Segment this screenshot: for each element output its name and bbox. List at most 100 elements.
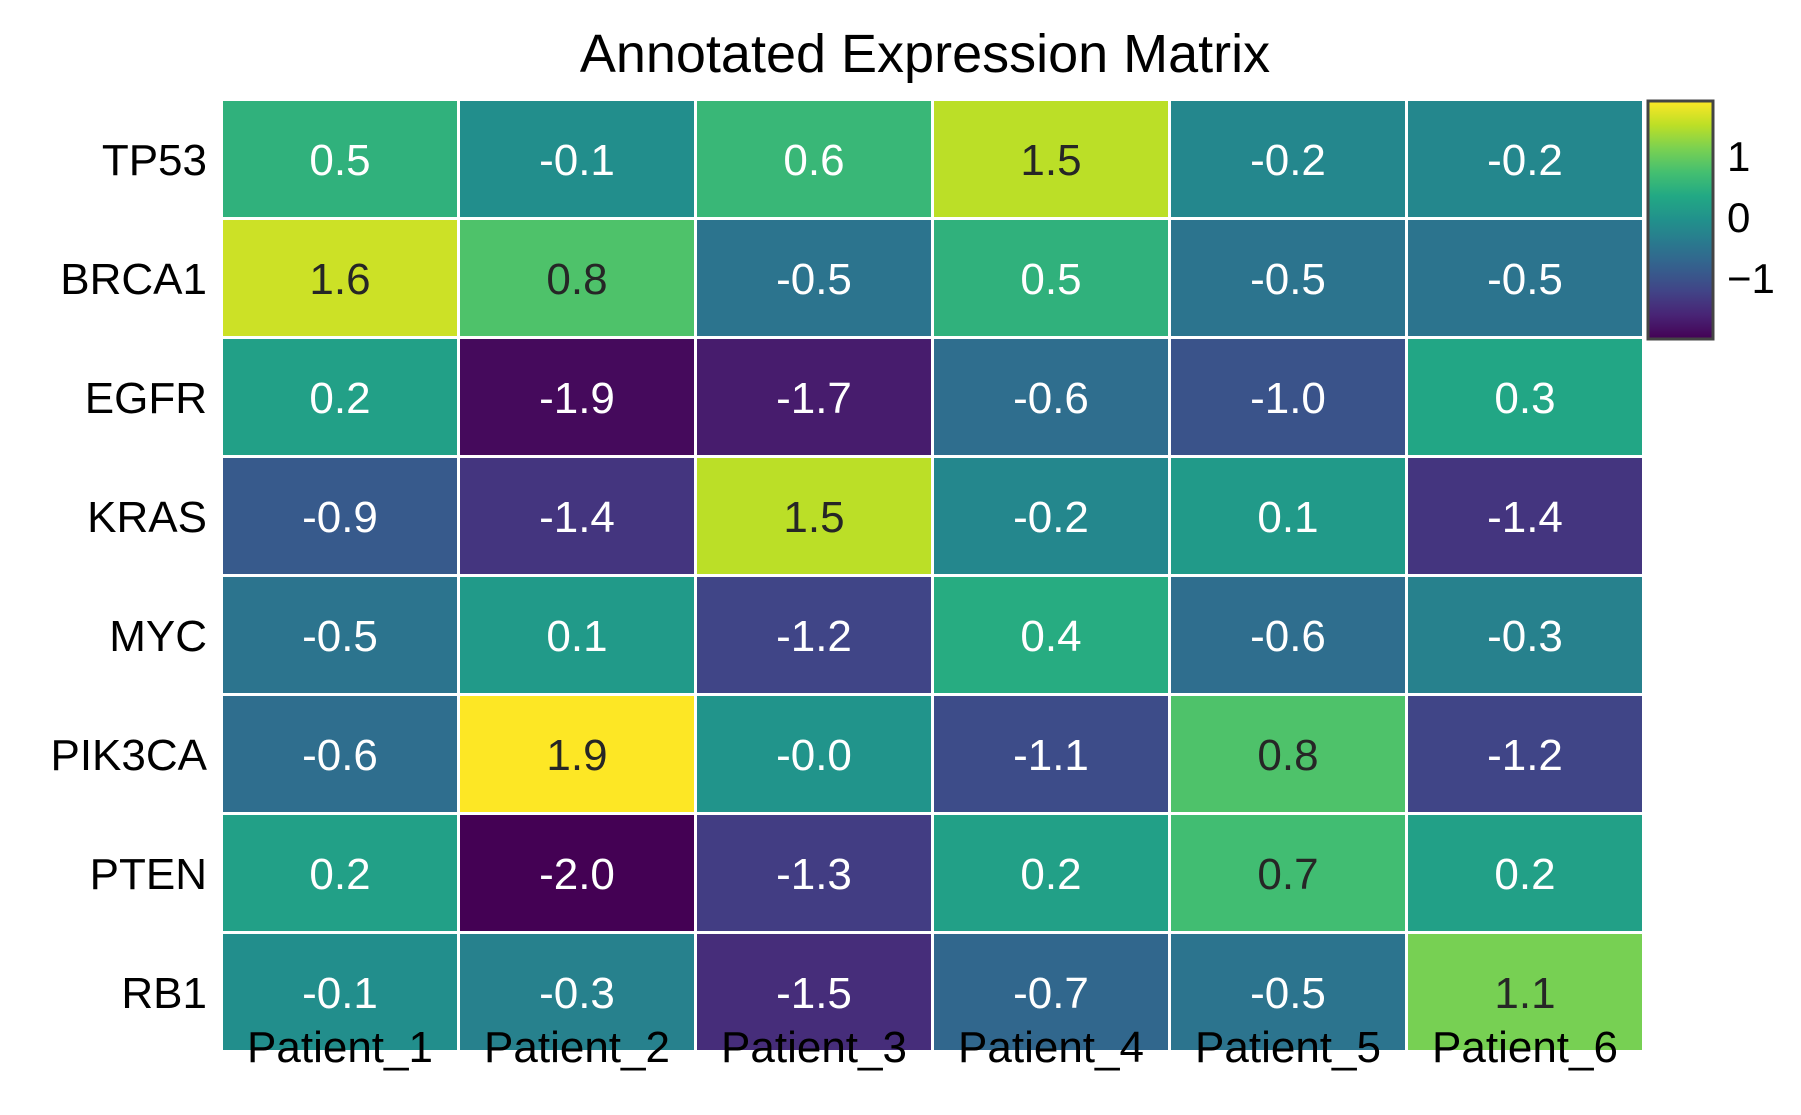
row-label: RB1 <box>121 969 207 1018</box>
colorbar-gradient <box>1646 99 1715 341</box>
heatmap-cell-myc-patient_3 <box>697 577 931 693</box>
heatmap-cell-brca1-patient_4 <box>934 220 1168 336</box>
heatmap-cell-tp53-patient_5 <box>1171 101 1405 217</box>
column-labels: Patient_1 Patient_2 Patient_3 Patient_4 Pati… <box>247 1023 1618 1072</box>
column-label: Patient_1 <box>247 1023 433 1072</box>
row-label: MYC <box>109 612 207 661</box>
cell-value-label: -0.3 <box>1487 612 1563 661</box>
heatmap-cells: 0.5 -0.1 0.6 1.5 -0.2 -0.2 1.6 0.8 -0.5 0.5 -0.5 -0… <box>223 101 1642 1050</box>
heatmap-cell-pik3ca-patient_4 <box>934 696 1168 812</box>
column-label: Patient_5 <box>1195 1023 1381 1072</box>
row-label: PIK3CA <box>50 731 207 780</box>
column-label: Patient_2 <box>484 1023 670 1072</box>
cell-value-label: 1.6 <box>309 255 370 304</box>
cell-value-label: -0.2 <box>1250 136 1326 185</box>
heatmap-cell-pik3ca-patient_3 <box>697 696 931 812</box>
cell-value-label: -0.6 <box>302 731 378 780</box>
heatmap-cell-myc-patient_6 <box>1408 577 1642 693</box>
cell-value-label: -0.5 <box>1250 255 1326 304</box>
column-label: Patient_6 <box>1432 1023 1618 1072</box>
heatmap-cell-kras-patient_6 <box>1408 458 1642 574</box>
cell-value-label: -1.3 <box>776 850 852 899</box>
heatmap-cell-rb1-patient_6 <box>1408 934 1642 1050</box>
heatmap-cell-pten-patient_5 <box>1171 815 1405 931</box>
row-labels: TP53 BRCA1 EGFR KRAS MYC PIK3CA PTEN RB1 <box>50 136 207 1018</box>
cell-value-label: -0.0 <box>776 731 852 780</box>
cell-value-label: 1.1 <box>1494 969 1555 1018</box>
colorbar: 1 0 −1 <box>1646 99 1775 341</box>
heatmap-cell-pten-patient_4 <box>934 815 1168 931</box>
cell-value-label: -0.5 <box>776 255 852 304</box>
heatmap-cell-pik3ca-patient_2 <box>460 696 694 812</box>
heatmap-cell-rb1-patient_4 <box>934 934 1168 1050</box>
cell-value-label: 0.4 <box>1020 612 1081 661</box>
cell-value-label: 0.2 <box>309 374 370 423</box>
heatmap-cell-tp53-patient_6 <box>1408 101 1642 217</box>
heatmap-cell-myc-patient_4 <box>934 577 1168 693</box>
heatmap-cell-pik3ca-patient_6 <box>1408 696 1642 812</box>
heatmap-cell-egfr-patient_2 <box>460 339 694 455</box>
heatmap-cell-pten-patient_1 <box>223 815 457 931</box>
heatmap-cell-egfr-patient_6 <box>1408 339 1642 455</box>
heatmap-cell-brca1-patient_6 <box>1408 220 1642 336</box>
heatmap-cell-kras-patient_2 <box>460 458 694 574</box>
heatmap-cell-tp53-patient_4 <box>934 101 1168 217</box>
heatmap-cell-rb1-patient_2 <box>460 934 694 1050</box>
cell-value-label: -0.1 <box>539 136 615 185</box>
heatmap-cell-pik3ca-patient_5 <box>1171 696 1405 812</box>
heatmap-cell-brca1-patient_1 <box>223 220 457 336</box>
cell-value-label: 0.2 <box>309 850 370 899</box>
cell-value-label: 0.8 <box>546 255 607 304</box>
cell-value-label: 0.1 <box>1257 493 1318 542</box>
cell-value-label: 0.5 <box>309 136 370 185</box>
heatmap-cell-brca1-patient_2 <box>460 220 694 336</box>
heatmap-cell-pten-patient_3 <box>697 815 931 931</box>
cell-value-label: -0.5 <box>302 612 378 661</box>
cell-value-label: -2.0 <box>539 850 615 899</box>
colorbar-tick-label: −1 <box>1727 255 1775 302</box>
heatmap-cell-brca1-patient_5 <box>1171 220 1405 336</box>
cell-value-label: -0.3 <box>539 969 615 1018</box>
cell-value-label: -1.9 <box>539 374 615 423</box>
heatmap-cell-pten-patient_2 <box>460 815 694 931</box>
colorbar-tick-label: 1 <box>1727 133 1750 180</box>
heatmap-cell-pik3ca-patient_1 <box>223 696 457 812</box>
cell-value-label: 1.5 <box>1020 136 1081 185</box>
heatmap-cell-rb1-patient_5 <box>1171 934 1405 1050</box>
cell-value-label: 0.1 <box>546 612 607 661</box>
row-label: EGFR <box>85 374 207 423</box>
cell-value-label: -0.2 <box>1487 136 1563 185</box>
column-label: Patient_4 <box>958 1023 1144 1072</box>
cell-value-label: -0.1 <box>302 969 378 1018</box>
cell-value-label: -0.6 <box>1013 374 1089 423</box>
heatmap-cell-kras-patient_1 <box>223 458 457 574</box>
heatmap-cell-tp53-patient_3 <box>697 101 931 217</box>
cell-value-label: 1.5 <box>783 493 844 542</box>
cell-value-label: -1.1 <box>1013 731 1089 780</box>
row-label: TP53 <box>102 136 207 185</box>
heatmap-cell-kras-patient_4 <box>934 458 1168 574</box>
cell-value-label: 0.5 <box>1020 255 1081 304</box>
cell-value-label: -1.7 <box>776 374 852 423</box>
heatmap-cell-egfr-patient_3 <box>697 339 931 455</box>
row-label: KRAS <box>87 493 207 542</box>
chart-title: Annotated Expression Matrix <box>580 24 1270 84</box>
cell-value-label: -1.0 <box>1250 374 1326 423</box>
heatmap-cell-tp53-patient_2 <box>460 101 694 217</box>
heatmap-cell-rb1-patient_3 <box>697 934 931 1050</box>
colorbar-tick-label: 0 <box>1727 194 1750 241</box>
cell-value-label: 0.8 <box>1257 731 1318 780</box>
cell-value-label: 0.2 <box>1494 850 1555 899</box>
cell-value-label: 0.3 <box>1494 374 1555 423</box>
cell-value-label: -0.5 <box>1487 255 1563 304</box>
heatmap-cell-brca1-patient_3 <box>697 220 931 336</box>
cell-value-label: -1.4 <box>539 493 615 542</box>
row-label: BRCA1 <box>60 255 207 304</box>
cell-value-label: -1.2 <box>1487 731 1563 780</box>
heatmap-cell-myc-patient_5 <box>1171 577 1405 693</box>
cell-value-label: -1.2 <box>776 612 852 661</box>
cell-value-label: -0.7 <box>1013 969 1089 1018</box>
cell-value-label: -0.6 <box>1250 612 1326 661</box>
